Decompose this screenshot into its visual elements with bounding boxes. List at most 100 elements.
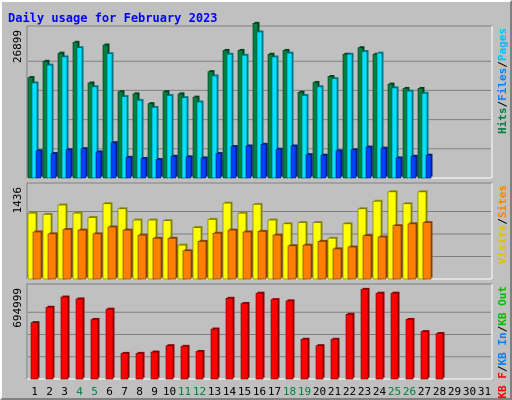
legend-entry: Files (496, 68, 509, 101)
day-label-20: 20 (313, 385, 326, 398)
bar-sites-day-27 (422, 221, 433, 280)
bar-kb-f-day-21 (330, 337, 340, 380)
day-label-15: 15 (238, 385, 251, 398)
legend-entry: / (496, 101, 509, 108)
bar-kb-f-day-1 (30, 321, 40, 380)
bar-pages-day-3 (65, 148, 73, 179)
legend-kbytes: KB F/KB In/KB Out (496, 286, 509, 399)
bar-pages-day-2 (50, 152, 58, 179)
legend-entry: Sites (496, 185, 509, 218)
bar-pages-day-9 (155, 158, 163, 179)
bar-kb-f-day-24 (375, 291, 385, 380)
bar-files-day-21 (331, 77, 339, 179)
bar-sites-day-6 (107, 225, 118, 280)
bar-pages-day-24 (380, 146, 388, 179)
y-tick-label: 26899 (11, 30, 24, 63)
bar-sites-day-2 (47, 232, 58, 280)
bar-sites-day-8 (137, 233, 148, 280)
day-label-16: 16 (253, 385, 266, 398)
y-tick-label: 694999 (11, 288, 24, 328)
bar-files-day-23 (361, 50, 369, 179)
bar-sites-day-23 (362, 234, 373, 280)
legend-entry: / (496, 365, 509, 372)
bar-sites-day-12 (197, 239, 208, 280)
bar-files-day-4 (76, 46, 84, 179)
bar-sites-day-18 (287, 244, 298, 280)
bar-files-day-20 (316, 85, 324, 179)
bar-files-day-14 (226, 52, 234, 179)
bar-sites-day-3 (62, 227, 73, 280)
bar-pages-day-12 (200, 156, 208, 179)
bar-sites-day-1 (32, 230, 43, 280)
legend-hits-files-pages: Hits/Files/Pages (496, 28, 509, 134)
bar-files-day-22 (346, 52, 354, 179)
bar-kb-f-day-16 (255, 291, 265, 380)
bar-pages-day-14 (230, 145, 238, 179)
day-label-2: 2 (46, 385, 53, 398)
bar-sites-day-24 (377, 235, 388, 280)
legend-entry: / (496, 61, 509, 68)
bar-kb-f-day-5 (90, 317, 100, 380)
bar-kb-f-day-20 (315, 344, 325, 380)
day-label-10: 10 (163, 385, 176, 398)
bar-files-day-19 (301, 93, 309, 179)
bar-sites-day-4 (77, 228, 88, 280)
bar-files-day-12 (196, 100, 204, 179)
day-label-3: 3 (61, 385, 68, 398)
bar-pages-day-13 (215, 152, 223, 179)
bar-kb-f-day-19 (300, 337, 310, 380)
legend-entry: Visits (496, 225, 509, 265)
bar-files-day-5 (91, 85, 99, 179)
bar-pages-day-1 (35, 149, 43, 179)
legend-entry: Hits (496, 108, 509, 135)
bar-sites-day-11 (182, 249, 193, 280)
bar-pages-day-16 (260, 142, 268, 179)
day-label-8: 8 (136, 385, 143, 398)
bar-pages-day-21 (335, 149, 343, 179)
bar-files-day-7 (121, 95, 129, 179)
bar-sites-day-16 (257, 229, 268, 280)
bar-pages-day-20 (320, 153, 328, 179)
day-label-30: 30 (463, 385, 476, 398)
bar-kb-f-day-7 (120, 351, 130, 380)
bar-sites-day-15 (242, 230, 253, 280)
bar-pages-day-8 (140, 156, 148, 179)
day-label-27: 27 (418, 385, 431, 398)
bar-files-day-13 (211, 74, 219, 179)
day-label-7: 7 (121, 385, 128, 398)
bar-pages-day-19 (305, 153, 313, 179)
day-label-4: 4 (76, 385, 83, 398)
bar-files-day-26 (406, 89, 414, 179)
bar-pages-day-17 (275, 147, 283, 179)
legend-entry: KB In (496, 332, 509, 365)
bar-sites-day-22 (347, 245, 358, 280)
bar-sites-day-14 (227, 228, 238, 280)
bar-files-day-18 (286, 51, 294, 179)
bar-kb-f-day-22 (345, 312, 355, 380)
day-label-9: 9 (151, 385, 158, 398)
bar-files-day-24 (376, 51, 384, 179)
bar-sites-day-26 (407, 222, 418, 280)
bar-kb-f-day-27 (420, 330, 430, 380)
bar-pages-day-22 (350, 148, 358, 179)
bar-files-day-11 (181, 96, 189, 179)
legend-entry: / (496, 218, 509, 225)
day-label-21: 21 (328, 385, 341, 398)
day-label-24: 24 (373, 385, 387, 398)
series-kb-f (30, 287, 445, 380)
bar-sites-day-17 (272, 233, 283, 280)
day-label-22: 22 (343, 385, 356, 398)
bar-pages-day-11 (185, 155, 193, 179)
bar-sites-day-9 (152, 236, 163, 280)
bar-kb-f-day-10 (165, 344, 175, 380)
day-label-18: 18 (283, 385, 296, 398)
bar-kb-f-day-26 (405, 317, 415, 380)
bar-pages-day-4 (80, 147, 88, 179)
bar-pages-day-5 (95, 150, 103, 179)
bar-files-day-3 (61, 55, 69, 179)
bar-kb-f-day-15 (240, 301, 250, 380)
legend-visits-sites: Visits/Sites (496, 185, 509, 265)
bar-kb-f-day-8 (135, 351, 145, 380)
day-label-5: 5 (91, 385, 98, 398)
